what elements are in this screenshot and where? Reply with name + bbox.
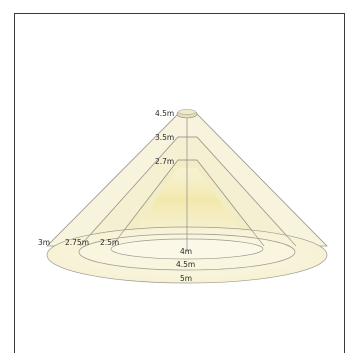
radius-label-3m: 3m <box>38 238 50 247</box>
diameter-label-4m: 4m <box>180 247 192 256</box>
light-glow <box>128 168 248 240</box>
diameter-label-5m: 5m <box>180 274 192 283</box>
radius-label-2-75m: 2.75m <box>65 238 89 247</box>
height-label-2-7m: 2.7m <box>155 157 174 166</box>
diameter-label-4-5m: 4.5m <box>176 260 195 269</box>
height-label-4-5m: 4.5m <box>155 109 174 118</box>
light-fixture-icon <box>176 109 198 119</box>
height-label-3-5m: 3.5m <box>155 133 174 142</box>
floor-rings <box>46 226 328 284</box>
radius-label-2-5m: 2.5m <box>100 238 119 247</box>
beam-angle-diagram: 4.5m 3.5m 2.7m 3m 2.75m 2.5m 4m 4.5m 5m <box>38 109 328 284</box>
